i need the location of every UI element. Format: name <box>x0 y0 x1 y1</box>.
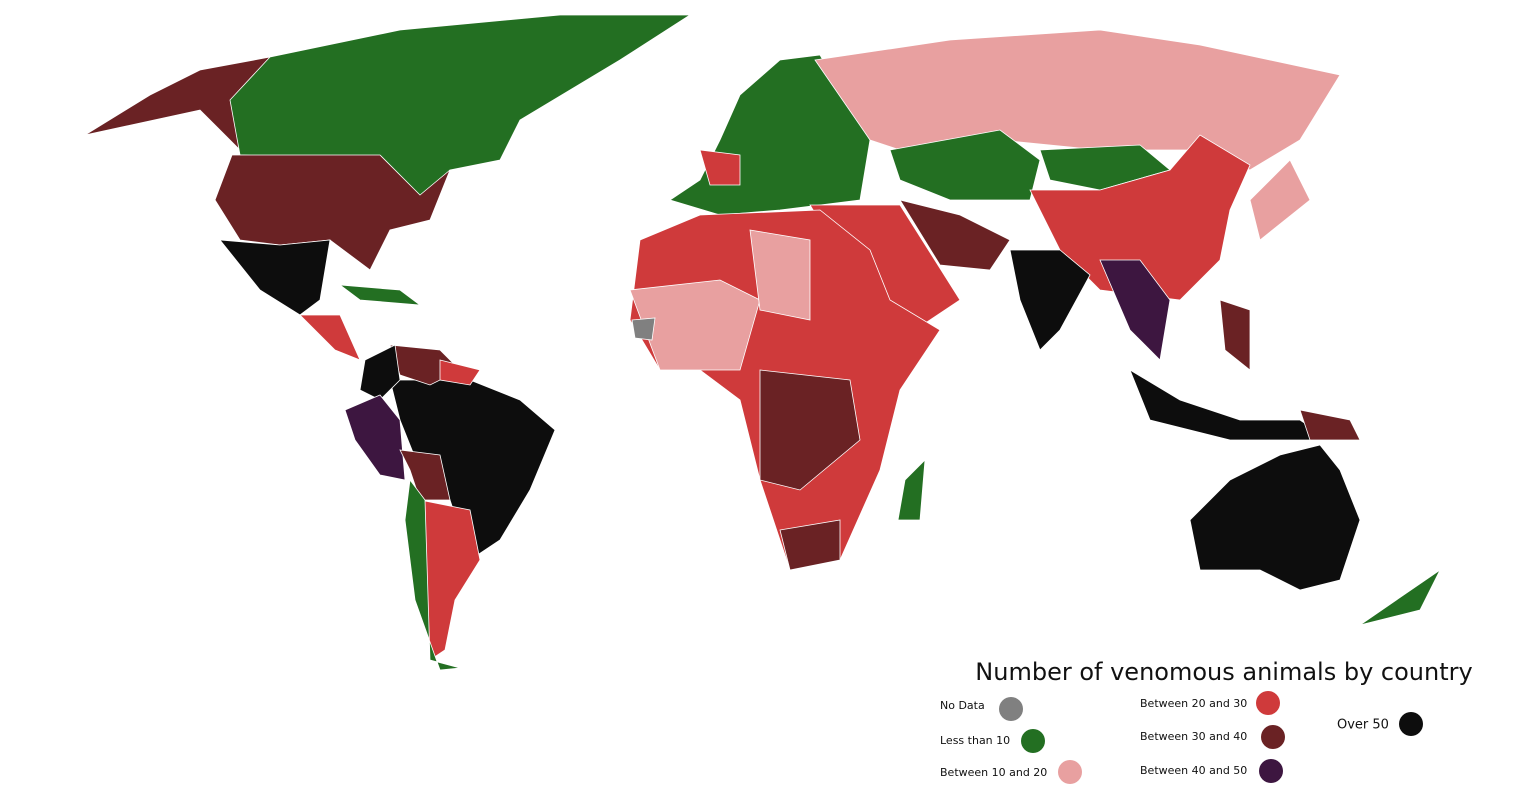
legend-swatch <box>1256 691 1280 715</box>
bolivia <box>399 449 451 501</box>
mexico <box>219 239 331 316</box>
peru <box>344 394 406 481</box>
legend-swatch <box>999 697 1023 721</box>
legend: No Data Less than 10 Between 10 and 20 Betw… <box>940 691 1423 784</box>
new-zealand <box>1359 569 1441 626</box>
india <box>1009 249 1091 351</box>
world-map <box>84 14 1441 671</box>
usa <box>214 154 451 271</box>
guianas <box>439 359 481 386</box>
australia <box>1189 444 1361 591</box>
legend-label: Between 10 and 20 <box>940 766 1047 779</box>
france <box>699 149 741 186</box>
west-africa <box>629 279 761 371</box>
legend-swatch <box>1021 729 1045 753</box>
legend-label: Between 40 and 50 <box>1140 764 1247 777</box>
south-africa <box>779 519 841 571</box>
legend-label: Over 50 <box>1337 718 1389 733</box>
central-asia <box>889 129 1041 201</box>
map-title: Number of venomous animals by country <box>975 658 1472 686</box>
legend-swatch <box>1399 712 1423 736</box>
southeast-asia <box>1099 259 1171 361</box>
japan <box>1249 159 1311 241</box>
indonesia <box>1129 369 1332 441</box>
colombia <box>359 344 401 401</box>
papua-new-guinea <box>1299 409 1361 441</box>
legend-label: No Data <box>940 699 985 712</box>
legend-label: Between 20 and 30 <box>1140 697 1247 710</box>
philippines <box>1219 299 1251 371</box>
chile <box>404 478 461 671</box>
no-data-africa <box>631 317 656 341</box>
iran <box>899 199 1011 271</box>
legend-swatch <box>1259 759 1283 783</box>
libya <box>749 229 811 321</box>
central-america <box>299 314 361 361</box>
legend-label: Between 30 and 40 <box>1140 730 1247 743</box>
caribbean <box>338 284 422 306</box>
legend-swatch <box>1261 725 1285 749</box>
legend-swatch <box>1058 760 1082 784</box>
legend-label: Less than 10 <box>940 734 1010 747</box>
central-africa <box>759 369 861 491</box>
madagascar <box>897 458 926 521</box>
